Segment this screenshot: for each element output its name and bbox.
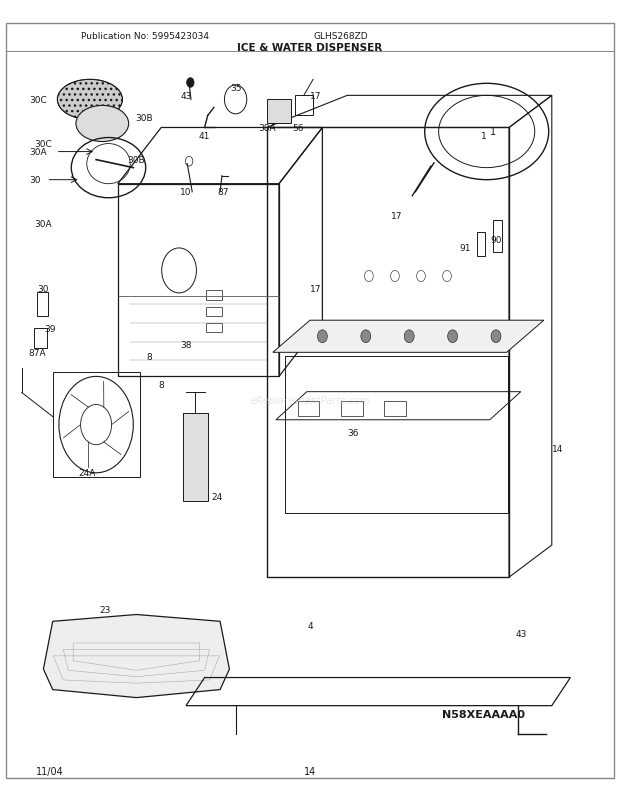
Circle shape (443, 271, 451, 282)
Bar (341, 402, 363, 416)
Bar (384, 402, 406, 416)
Text: 17: 17 (391, 212, 402, 221)
Text: 38: 38 (180, 340, 192, 350)
Text: 11/04: 11/04 (36, 767, 63, 776)
Text: 14: 14 (552, 444, 564, 454)
Circle shape (404, 330, 414, 343)
Text: 10: 10 (180, 188, 192, 197)
Text: 17: 17 (311, 91, 322, 101)
Bar (298, 402, 319, 416)
Circle shape (317, 330, 327, 343)
Bar (206, 307, 222, 317)
Bar (183, 413, 208, 501)
Text: 38A: 38A (258, 124, 275, 133)
Text: 87: 87 (218, 188, 229, 197)
Text: 8: 8 (158, 380, 164, 390)
Text: 17: 17 (311, 284, 322, 294)
Polygon shape (273, 321, 544, 353)
Text: 36: 36 (348, 428, 359, 438)
Text: 14: 14 (304, 767, 316, 776)
Text: 30: 30 (38, 284, 49, 294)
Text: 23: 23 (100, 605, 111, 614)
Text: 43: 43 (515, 629, 526, 638)
Circle shape (187, 79, 194, 88)
Bar (285, 356, 508, 513)
Text: 39: 39 (44, 324, 55, 334)
Text: GLHS268ZD: GLHS268ZD (314, 31, 368, 41)
Text: 87A: 87A (29, 348, 46, 358)
Text: 35: 35 (230, 83, 241, 93)
Bar (37, 293, 48, 317)
Text: 4: 4 (307, 621, 313, 630)
Text: 56: 56 (292, 124, 303, 133)
Circle shape (391, 271, 399, 282)
Text: 30C: 30C (29, 95, 47, 105)
Text: 30B: 30B (128, 156, 145, 165)
Text: 43: 43 (180, 91, 192, 101)
Text: 30: 30 (29, 176, 41, 185)
Text: 91: 91 (459, 244, 471, 253)
Bar (477, 233, 485, 257)
Bar (294, 96, 313, 116)
Bar (493, 221, 502, 253)
Text: Publication No: 5995423034: Publication No: 5995423034 (81, 31, 208, 41)
Text: 30A: 30A (29, 148, 46, 157)
Bar (206, 323, 222, 333)
Text: 24A: 24A (78, 468, 95, 478)
Text: eReplacementParts.com: eReplacementParts.com (250, 396, 370, 406)
Text: 30C: 30C (35, 140, 52, 149)
Text: 24: 24 (211, 492, 223, 502)
Bar (267, 100, 291, 124)
Text: 41: 41 (199, 132, 210, 141)
Text: 1: 1 (490, 128, 496, 137)
Circle shape (448, 330, 458, 343)
Circle shape (491, 330, 501, 343)
Circle shape (365, 271, 373, 282)
Text: 30A: 30A (35, 220, 52, 229)
Ellipse shape (76, 107, 129, 143)
Text: 8: 8 (146, 352, 152, 362)
Ellipse shape (57, 80, 122, 120)
Polygon shape (43, 614, 229, 698)
Circle shape (417, 271, 425, 282)
Text: ICE & WATER DISPENSER: ICE & WATER DISPENSER (237, 43, 383, 53)
Text: 90: 90 (490, 236, 502, 245)
Text: 30B: 30B (135, 114, 153, 124)
Circle shape (361, 330, 371, 343)
Bar (206, 291, 222, 301)
Bar (34, 329, 46, 349)
Text: N58XEAAAA0: N58XEAAAA0 (442, 709, 525, 719)
Text: 1: 1 (480, 132, 487, 141)
